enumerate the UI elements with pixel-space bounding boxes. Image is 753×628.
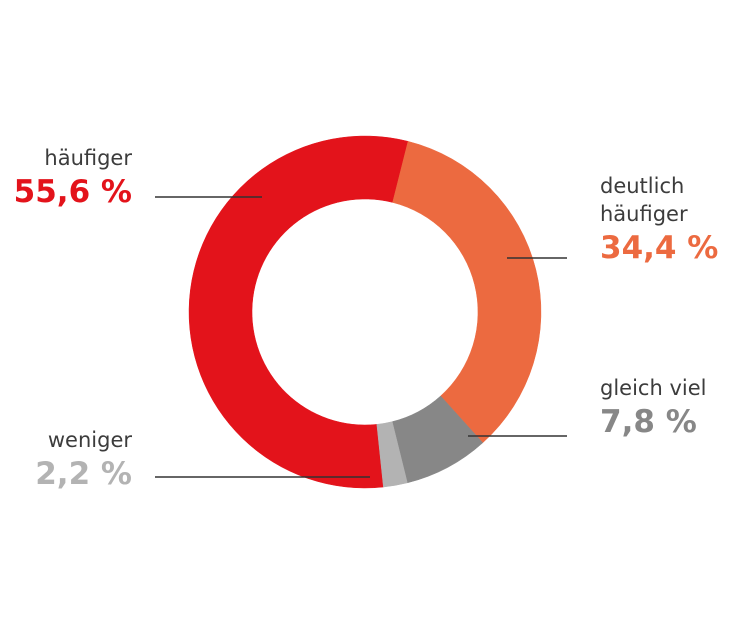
slice — [188, 135, 409, 489]
category-label: weniger — [47, 428, 132, 452]
slice-label: weniger 2,2 % — [10, 426, 132, 492]
value-label: 2,2 % — [35, 456, 132, 492]
value-label: 55,6 % — [13, 174, 132, 210]
slice — [376, 421, 408, 488]
category-label: häufiger — [44, 146, 132, 170]
slice — [392, 141, 542, 444]
category-label: gleich viel — [600, 376, 707, 400]
slice-label: häufiger 55,6 % — [10, 144, 132, 210]
category-label: deutlich häufiger — [600, 174, 688, 226]
slice-label: deutlich häufiger 34,4 % — [600, 172, 720, 266]
value-label: 34,4 % — [600, 230, 719, 266]
value-label: 7,8 % — [600, 404, 697, 440]
slice-label: gleich viel 7,8 % — [600, 374, 720, 440]
